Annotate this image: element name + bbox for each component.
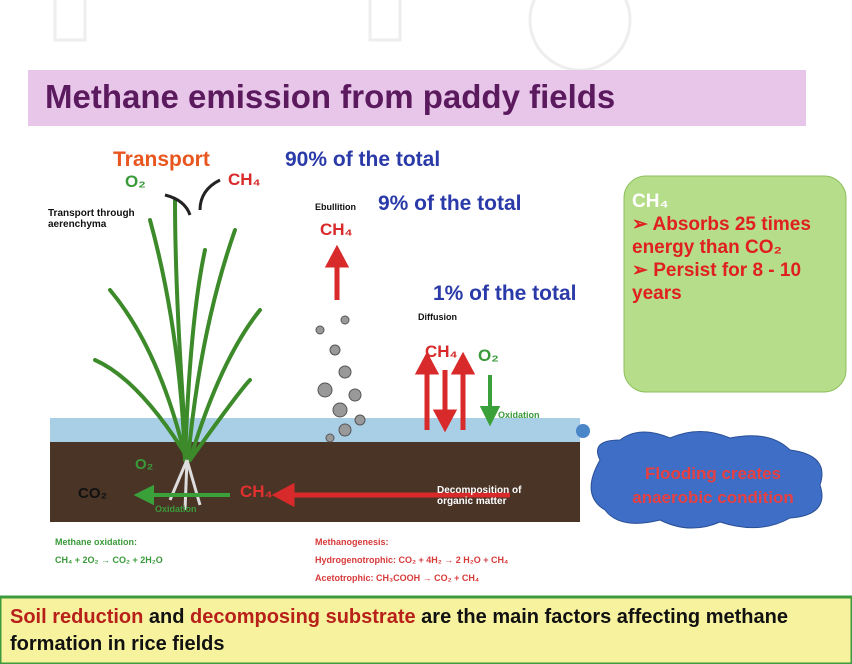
label: O₂: [125, 172, 146, 191]
equation: Acetotrophic: CH₃COOH → CO₂ + CH₄: [315, 573, 480, 583]
label: O₂: [135, 456, 154, 473]
label: O₂: [478, 346, 499, 365]
label: Methane oxidation:: [55, 537, 138, 547]
label: 1% of the total: [433, 282, 577, 305]
label: CO₂: [78, 485, 108, 502]
label: Methanogenesis:: [315, 537, 389, 547]
text: and: [143, 606, 191, 628]
label: 9% of the total: [378, 192, 522, 215]
oxidation-eq: Methane oxidation: CH₄ + 2O₂ → CO₂ + 2H₂…: [55, 533, 163, 569]
text: are the main factors affecting methane f…: [10, 606, 794, 655]
cloud: [590, 431, 823, 529]
label: 90% of the total: [285, 148, 441, 171]
bubbles: [315, 315, 366, 443]
label: CH₄: [228, 170, 261, 189]
label: CH₄: [240, 482, 273, 501]
label: Ebullition: [315, 202, 356, 212]
label: Diffusion: [418, 312, 457, 322]
water-drop: [576, 424, 590, 438]
green-arrows: [133, 375, 501, 506]
transport-arrows: [164, 178, 221, 216]
info-box: [623, 175, 847, 393]
label: CH₄: [320, 220, 353, 239]
footer-text: Soil reduction and decomposing substrate…: [10, 604, 810, 658]
footer-box: [0, 595, 852, 664]
label: CH₄: [425, 342, 458, 361]
equation: CH₄ + 2O₂ → CO₂ + 2H₂O: [55, 555, 163, 565]
equation: Hydrogenotrophic: CO₂ + 4H₂ → 2 H₂O + CH…: [315, 555, 509, 565]
rice-plant: [93, 198, 262, 462]
label: Oxidation: [155, 504, 197, 514]
label: Transport: [113, 148, 210, 171]
title-bar: [28, 70, 806, 126]
info-point: ➢ Persist for 8 - 10 years: [632, 260, 802, 304]
cloud-text: Flooding creates anaerobic condition: [632, 464, 794, 507]
label: Decomposition of organic matter: [437, 485, 522, 507]
label: Transport through aerenchyma: [48, 208, 135, 230]
highlight: Soil reduction: [10, 606, 144, 628]
label: Oxidation: [498, 410, 540, 420]
info-heading: CH₄: [632, 191, 669, 212]
title: Methane emission from paddy fields: [45, 78, 616, 115]
info-text: CH₄ ➢ Absorbs 25 times energy than CO₂ ➢…: [632, 190, 837, 305]
water: [50, 418, 580, 442]
watermark: [53, 0, 632, 72]
info-point: ➢ Absorbs 25 times energy than CO₂: [632, 214, 811, 258]
soil: [50, 442, 580, 522]
methanogenesis: Methanogenesis: Hydrogenotrophic: CO₂ + …: [315, 533, 508, 587]
red-arrows: [271, 244, 510, 508]
highlight: decomposing substrate: [190, 606, 416, 628]
